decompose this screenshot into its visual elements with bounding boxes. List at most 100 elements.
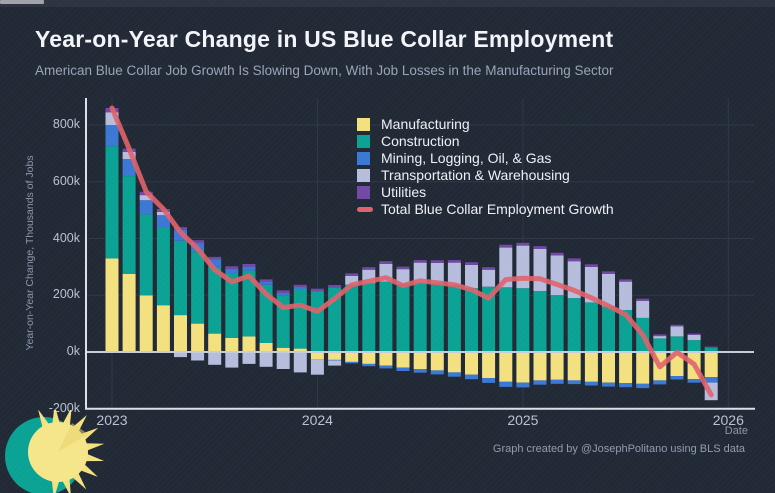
bar-segment xyxy=(653,336,667,339)
bar-segment xyxy=(704,346,718,348)
legend-swatch xyxy=(357,135,373,148)
top-edge-band xyxy=(0,0,775,7)
bar-segment xyxy=(362,267,376,270)
bar-segment xyxy=(396,269,410,284)
legend-swatch xyxy=(357,169,373,182)
bar-segment xyxy=(447,260,461,263)
bar-segment xyxy=(242,266,256,271)
bar-segment xyxy=(242,270,256,337)
bar-segment xyxy=(191,323,205,352)
bar-segment xyxy=(328,359,342,361)
bar-segment xyxy=(602,274,615,307)
bar-segment xyxy=(208,259,222,267)
bar-segment xyxy=(636,300,650,318)
bar-segment xyxy=(465,352,478,375)
bar-segment xyxy=(242,352,256,364)
bar-segment xyxy=(105,258,119,352)
bar-segment xyxy=(413,282,427,352)
bar-segment xyxy=(310,291,324,292)
bar-segment xyxy=(276,290,290,293)
bar-segment xyxy=(328,285,342,288)
bar-segment xyxy=(413,262,427,283)
bar-segment xyxy=(396,283,410,352)
bar-segment xyxy=(379,352,393,366)
bar-segment xyxy=(225,337,239,352)
y-tick-label: 0k xyxy=(66,344,80,358)
bar-segment xyxy=(584,352,598,382)
bar-segment xyxy=(482,352,496,379)
bar-segment xyxy=(293,352,307,373)
bar-segment xyxy=(670,376,684,380)
bar-segment xyxy=(208,333,222,352)
bar-segment xyxy=(636,383,650,389)
bar-segment xyxy=(653,338,667,352)
bar-segment xyxy=(602,306,615,352)
bar-segment xyxy=(276,292,290,296)
bar-segment xyxy=(430,370,444,375)
legend-swatch xyxy=(357,118,373,131)
bar-segment xyxy=(516,288,530,352)
bar-segment xyxy=(242,264,256,267)
bar-segment xyxy=(259,352,273,367)
bar-segment xyxy=(139,295,153,353)
x-tick-label: 2025 xyxy=(507,412,539,428)
bar-segment xyxy=(396,367,410,371)
legend-line-swatch xyxy=(357,207,373,212)
bar-segment xyxy=(379,261,393,264)
bar-segment xyxy=(191,352,205,361)
bar-segment xyxy=(465,262,478,265)
bar-segment xyxy=(293,284,307,288)
bar-segment xyxy=(310,352,324,360)
bar-segment xyxy=(567,298,581,352)
bar-segment xyxy=(362,283,376,352)
bar-segment xyxy=(293,348,307,352)
legend-item: Utilities xyxy=(357,184,614,201)
chart-title: Year-on-Year Change in US Blue Collar Em… xyxy=(35,26,614,52)
y-tick-label: 600k xyxy=(52,173,80,188)
bar-segment xyxy=(174,240,187,316)
bar-segment xyxy=(105,146,119,259)
bar-segment xyxy=(122,274,136,352)
legend-label: Transportation & Warehousing xyxy=(381,167,570,183)
bar-segment xyxy=(567,258,581,262)
x-tick-label: 2024 xyxy=(301,412,333,428)
bar-segment xyxy=(413,260,427,263)
x-tick-label: 2023 xyxy=(96,412,128,428)
bar-segment xyxy=(345,361,359,364)
bar-segment xyxy=(447,262,461,286)
bar-segment xyxy=(174,352,187,358)
bar-segment xyxy=(550,295,564,353)
bar-segment xyxy=(687,333,701,335)
bar-segment xyxy=(430,262,444,284)
bar-segment xyxy=(139,200,153,215)
legend-item: Transportation & Warehousing xyxy=(357,167,614,184)
bar-segment xyxy=(225,274,239,338)
legend-label: Construction xyxy=(381,133,460,149)
bar-segment xyxy=(430,283,444,352)
bar-segment xyxy=(636,352,650,384)
bar-segment xyxy=(670,326,684,337)
bar-segment xyxy=(276,347,290,352)
x-tick-label: 2026 xyxy=(712,412,744,428)
bar-segment xyxy=(533,246,547,249)
y-tick-label: 400k xyxy=(52,230,80,245)
y-tick-label: -200k xyxy=(48,400,80,415)
bar-segment xyxy=(156,305,170,352)
bar-segment xyxy=(447,285,461,352)
bar-segment xyxy=(225,266,239,269)
bar-segment xyxy=(482,269,496,287)
bar-segment xyxy=(293,287,307,289)
swatch-color xyxy=(357,207,373,212)
bar-segment xyxy=(533,380,547,385)
chart-subtitle: American Blue Collar Job Growth Is Slowi… xyxy=(35,63,614,78)
bar-segment xyxy=(345,284,359,352)
bar-segment xyxy=(704,347,718,352)
bar-segment xyxy=(139,214,153,296)
y-tick-label: 800k xyxy=(52,117,80,131)
bar-segment xyxy=(550,352,564,380)
bar-segment xyxy=(584,381,598,386)
bar-segment xyxy=(225,268,239,274)
bar-segment xyxy=(122,176,136,274)
